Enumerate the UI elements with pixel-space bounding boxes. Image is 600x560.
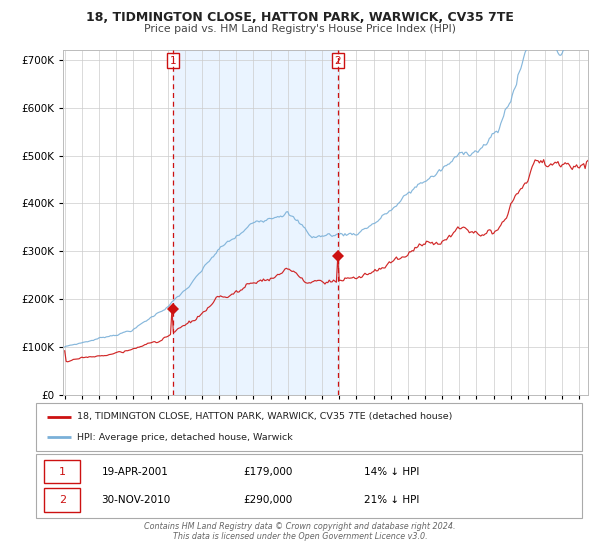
- Bar: [173, 50, 338, 395]
- FancyBboxPatch shape: [44, 460, 80, 483]
- Text: 18, TIDMINGTON CLOSE, HATTON PARK, WARWICK, CV35 7TE (detached house): 18, TIDMINGTON CLOSE, HATTON PARK, WARWI…: [77, 412, 452, 421]
- Text: HPI: Average price, detached house, Warwick: HPI: Average price, detached house, Warw…: [77, 433, 293, 442]
- Text: 14% ↓ HPI: 14% ↓ HPI: [364, 466, 419, 477]
- Text: Price paid vs. HM Land Registry's House Price Index (HPI): Price paid vs. HM Land Registry's House …: [144, 24, 456, 34]
- Text: 19-APR-2001: 19-APR-2001: [101, 466, 169, 477]
- Text: 2: 2: [335, 55, 341, 66]
- Text: This data is licensed under the Open Government Licence v3.0.: This data is licensed under the Open Gov…: [173, 532, 427, 541]
- FancyBboxPatch shape: [44, 488, 80, 512]
- FancyBboxPatch shape: [36, 403, 582, 451]
- FancyBboxPatch shape: [36, 454, 582, 518]
- Text: 1: 1: [169, 55, 176, 66]
- Text: 21% ↓ HPI: 21% ↓ HPI: [364, 495, 419, 505]
- Text: 18, TIDMINGTON CLOSE, HATTON PARK, WARWICK, CV35 7TE: 18, TIDMINGTON CLOSE, HATTON PARK, WARWI…: [86, 11, 514, 24]
- Text: 2: 2: [59, 495, 66, 505]
- Text: £290,000: £290,000: [244, 495, 293, 505]
- Text: Contains HM Land Registry data © Crown copyright and database right 2024.: Contains HM Land Registry data © Crown c…: [144, 522, 456, 531]
- Text: £179,000: £179,000: [244, 466, 293, 477]
- Text: 1: 1: [59, 466, 66, 477]
- Text: 30-NOV-2010: 30-NOV-2010: [101, 495, 171, 505]
